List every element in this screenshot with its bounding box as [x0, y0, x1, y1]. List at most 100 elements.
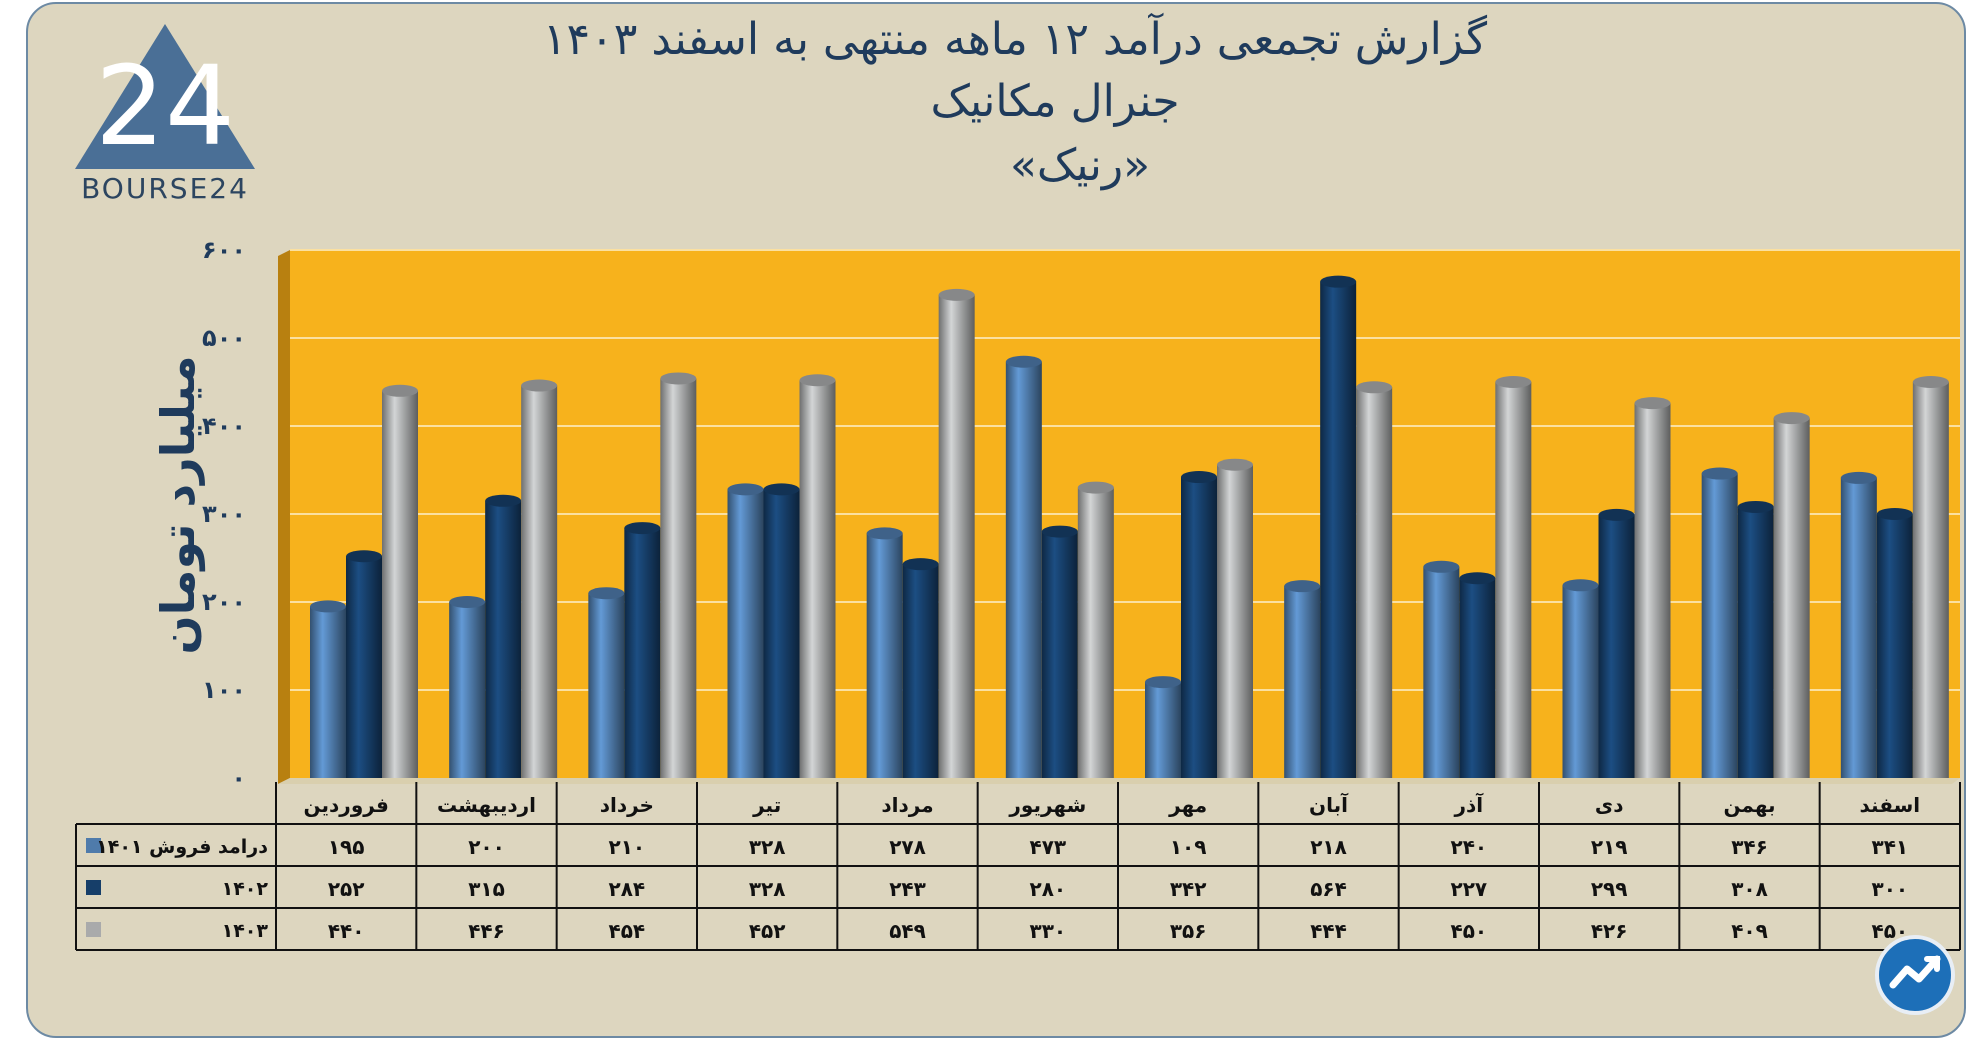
category-label: بهمن: [1723, 793, 1775, 817]
category-label: مهر: [1168, 793, 1207, 817]
bar: [727, 489, 764, 778]
plot-side-wall: [278, 250, 290, 784]
bar-top: [799, 374, 836, 387]
data-label: ۴۴۰: [328, 919, 365, 943]
bar: [1356, 387, 1393, 778]
y-axis-label: میلیارد تومان: [151, 355, 205, 655]
category-label: دی: [1595, 793, 1624, 817]
bar: [1217, 464, 1253, 778]
bar: [1876, 514, 1913, 778]
bar: [1912, 382, 1949, 778]
data-label: ۲۰۰: [468, 835, 505, 859]
bar: [1145, 682, 1181, 778]
bar-top: [1217, 458, 1253, 471]
bar-top: [938, 288, 975, 301]
bar: [1005, 361, 1042, 778]
data-label: ۲۴۳: [889, 877, 926, 901]
data-label: ۳۴۲: [1170, 877, 1207, 901]
bar-top: [1005, 355, 1042, 368]
trend-badge-icon: [1875, 935, 1955, 1015]
data-label: ۴۴۴: [1310, 919, 1347, 943]
bar: [1181, 477, 1217, 778]
bar-top: [588, 587, 625, 600]
bar: [1773, 418, 1810, 778]
category-label: مرداد: [881, 793, 933, 817]
bar-top: [382, 384, 418, 397]
bar-top: [624, 522, 661, 535]
bar: [1320, 281, 1357, 778]
y-tick-label: ۲۰۰: [202, 588, 246, 616]
bar-top: [727, 483, 764, 496]
chart-subtitle-symbol: «رنیک»: [1010, 140, 1150, 191]
data-label: ۵۴۹: [889, 919, 926, 943]
bar-top: [763, 483, 800, 496]
bar-top: [1634, 397, 1671, 410]
bar-top: [902, 558, 939, 571]
data-label: ۲۵۲: [328, 877, 365, 901]
bar-top: [660, 372, 697, 385]
bar: [1562, 585, 1599, 778]
legend-swatch: [86, 880, 101, 895]
y-tick-label: ۶۰۰: [202, 236, 246, 264]
data-label: ۳۱۵: [468, 877, 505, 901]
bar-top: [449, 596, 486, 608]
data-label: ۳۳۰: [1030, 919, 1067, 943]
bar: [763, 489, 800, 778]
legend-swatch: [86, 838, 101, 853]
bar: [1598, 514, 1635, 778]
category-label: فروردین: [304, 793, 389, 817]
bar: [1423, 566, 1460, 778]
bar-top: [1284, 580, 1321, 593]
bar-top: [1495, 376, 1532, 388]
bar: [902, 564, 939, 778]
svg-text:24: 24: [95, 42, 235, 170]
category-label: تیر: [752, 793, 781, 817]
data-label: ۲۱۰: [609, 835, 646, 859]
bar-top: [485, 494, 522, 507]
bar: [1495, 382, 1532, 778]
y-tick-label: ۴۰۰: [202, 412, 246, 440]
category-label: شهریور: [1008, 793, 1086, 817]
data-label: ۲۴۰: [1451, 835, 1488, 859]
data-label: ۲۷۸: [889, 835, 926, 859]
data-label: ۲۱۸: [1310, 835, 1347, 859]
data-label: ۴۴۶: [468, 919, 505, 943]
legend-label: ۱۴۰۲: [222, 878, 269, 900]
chart-subtitle-company: جنرال مکانیک: [930, 76, 1180, 127]
bar: [1284, 586, 1321, 778]
bar: [624, 528, 661, 778]
bar-top: [1562, 579, 1599, 592]
data-label: ۱۰۹: [1170, 835, 1207, 859]
category-label: خرداد: [600, 793, 654, 817]
bar-top: [866, 527, 903, 540]
bar: [866, 533, 903, 778]
bar: [1077, 487, 1114, 778]
data-label: ۴۵۰: [1451, 919, 1488, 943]
bar-top: [1041, 525, 1078, 538]
data-label: ۴۵۴: [609, 919, 646, 943]
bar-top: [1320, 275, 1357, 288]
bar: [660, 378, 697, 778]
category-label: اردیبهشت: [437, 793, 536, 817]
bar-top: [346, 550, 382, 563]
data-label: ۳۰۰: [1872, 877, 1909, 901]
bar: [1634, 403, 1671, 778]
bar-top: [310, 600, 346, 613]
data-label: ۳۲۸: [749, 835, 786, 859]
data-label: ۴۲۶: [1591, 919, 1628, 943]
bar-top: [521, 379, 558, 392]
bar: [1701, 473, 1738, 778]
category-label: آبان: [1309, 792, 1349, 817]
bar-top: [1737, 500, 1774, 513]
bar: [938, 294, 975, 778]
bar: [485, 500, 522, 778]
bar: [346, 556, 382, 778]
data-label: ۴۰۹: [1731, 919, 1768, 943]
bar-top: [1701, 467, 1738, 480]
bar-top: [1459, 572, 1496, 585]
bar-top: [1181, 471, 1217, 484]
bar-top: [1598, 508, 1635, 521]
data-label: ۴۷۳: [1030, 835, 1067, 859]
bar-top: [1356, 381, 1393, 394]
